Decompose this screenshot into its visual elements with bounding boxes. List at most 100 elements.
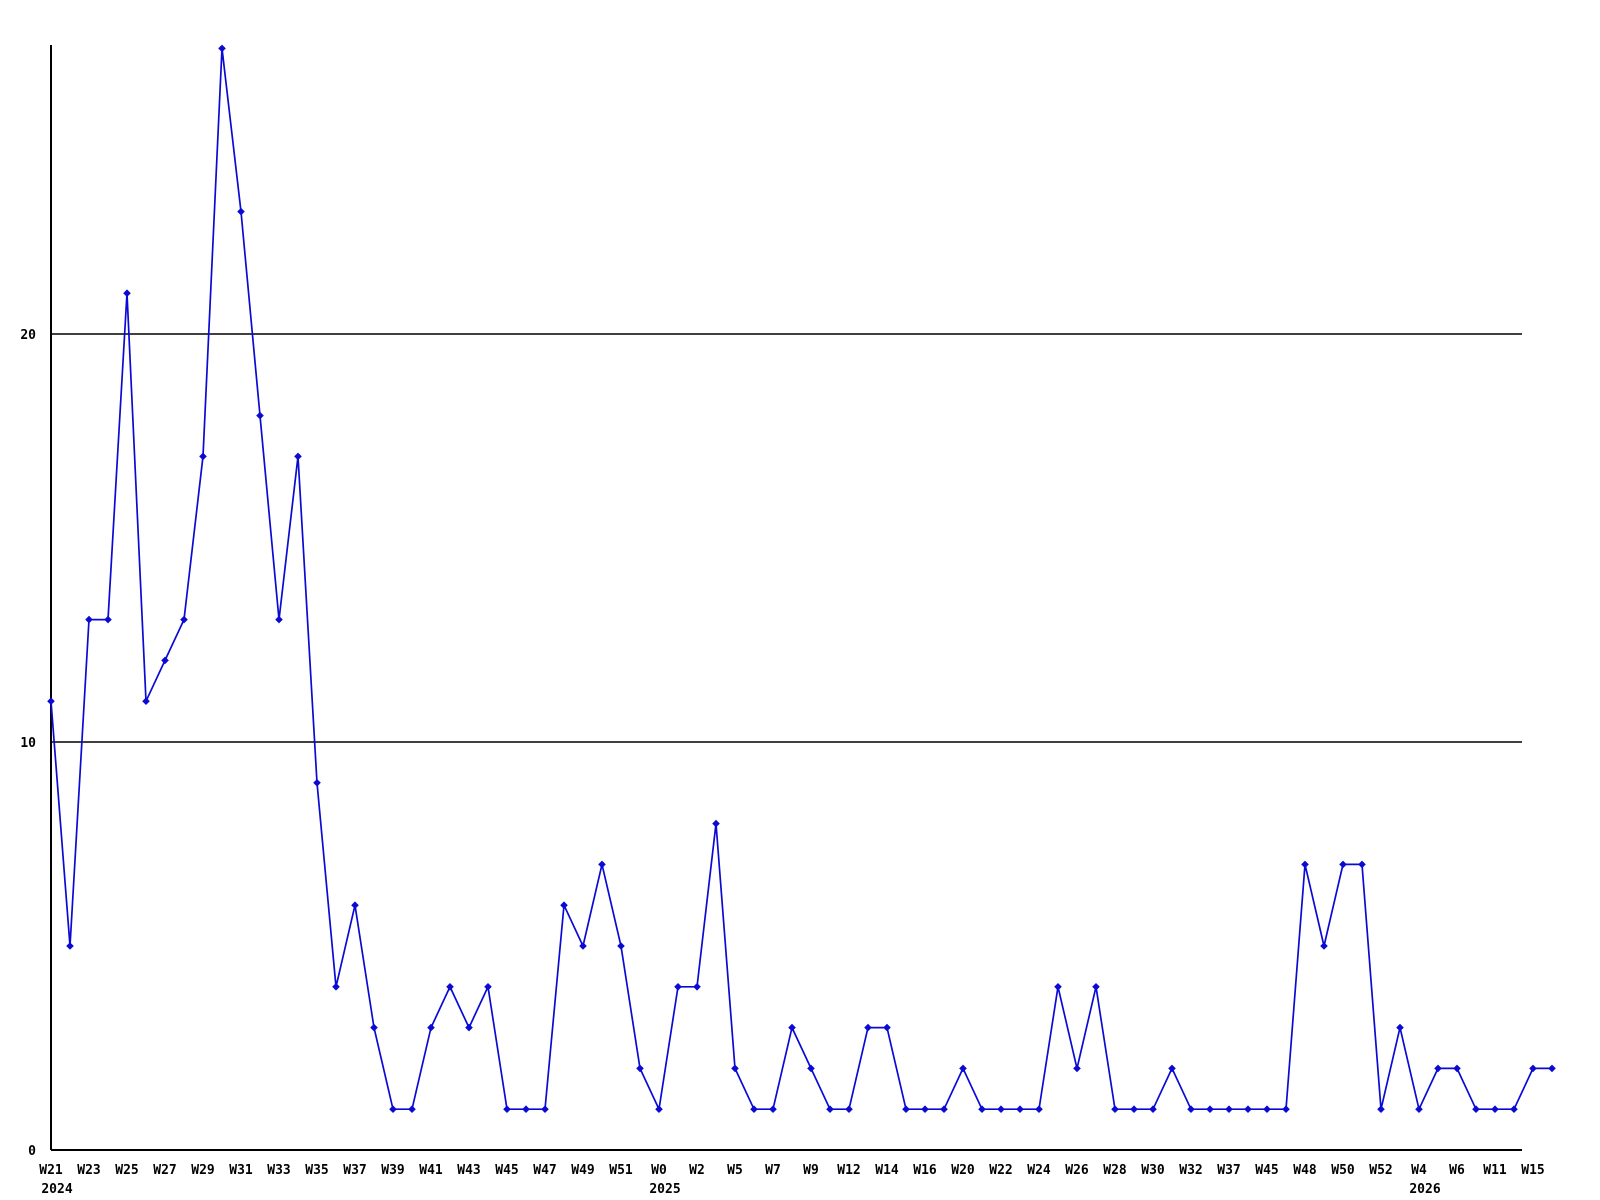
x-tick-label: W12: [837, 1163, 860, 1178]
data-point: [864, 1023, 872, 1032]
data-point: [104, 615, 112, 624]
x-tick-label: W5: [727, 1163, 743, 1178]
data-point: [351, 901, 359, 909]
data-point: [1415, 1105, 1423, 1113]
data-point: [807, 1064, 815, 1073]
data-point: [1016, 1105, 1024, 1113]
x-tick-label: W52: [1369, 1163, 1392, 1178]
data-point: [218, 44, 226, 53]
x-tick-label: W32: [1179, 1163, 1202, 1178]
data-point: [1035, 1105, 1043, 1113]
data-point: [1130, 1105, 1138, 1113]
x-tick-label: W50: [1331, 1163, 1355, 1178]
data-point: [275, 615, 283, 624]
data-point: [560, 901, 568, 909]
data-point: [1377, 1105, 1385, 1113]
data-point: [503, 1105, 511, 1113]
x-tick-label: W28: [1103, 1163, 1127, 1178]
data-point: [1206, 1105, 1214, 1113]
data-point: [522, 1105, 530, 1113]
y-tick-label: 10: [20, 736, 36, 751]
x-tick-label: W6: [1449, 1163, 1465, 1178]
data-point: [1434, 1064, 1442, 1073]
data-point: [674, 983, 682, 991]
data-line: [50, 48, 1552, 1113]
x-tick-label: W4: [1411, 1163, 1427, 1178]
x-tick-label: W11: [1483, 1163, 1507, 1178]
data-point: [66, 942, 74, 950]
data-point: [1510, 1105, 1518, 1113]
data-point: [47, 697, 55, 705]
x-tick-label: W23: [77, 1163, 100, 1178]
data-point: [997, 1105, 1005, 1113]
x-tick-label: W24: [1027, 1163, 1051, 1178]
x-tick-label: W33: [267, 1163, 290, 1178]
x-tick-label: W25: [115, 1163, 138, 1178]
year-label: 2026: [1409, 1182, 1440, 1197]
data-point: [1320, 942, 1328, 950]
x-tick-label: W45: [495, 1163, 518, 1178]
data-point: [541, 1105, 549, 1113]
data-point: [1263, 1105, 1271, 1113]
data-point: [142, 697, 150, 705]
data-point: [902, 1105, 910, 1113]
year-label: 2025: [649, 1182, 680, 1197]
data-point: [1073, 1064, 1081, 1073]
data-point: [769, 1105, 777, 1113]
y-tick-label: 20: [20, 328, 36, 343]
x-tick-label: W9: [803, 1163, 819, 1178]
data-point: [579, 942, 587, 950]
data-point: [465, 1023, 473, 1032]
data-point: [1282, 1105, 1290, 1113]
data-point: [1548, 1064, 1556, 1073]
data-point: [636, 1064, 644, 1073]
data-point: [598, 860, 606, 869]
data-point: [237, 207, 245, 216]
data-point: [446, 983, 454, 991]
data-point: [1244, 1105, 1252, 1113]
data-point: [1472, 1105, 1480, 1113]
data-point: [731, 1064, 739, 1073]
data-point: [978, 1105, 986, 1113]
data-point: [921, 1105, 929, 1113]
x-tick-label: W41: [419, 1163, 443, 1178]
x-tick-label: W15: [1521, 1163, 1544, 1178]
data-point: [1054, 983, 1062, 991]
x-tick-label: W39: [381, 1163, 404, 1178]
data-point: [484, 983, 492, 991]
data-point: [1225, 1105, 1233, 1113]
data-point: [1149, 1105, 1157, 1113]
x-tick-label: W27: [153, 1163, 176, 1178]
data-point: [1187, 1105, 1195, 1113]
x-tick-label: W30: [1141, 1163, 1165, 1178]
data-point: [826, 1105, 834, 1113]
x-tick-label: W22: [989, 1163, 1012, 1178]
data-point: [1491, 1105, 1499, 1113]
x-tick-label: W47: [533, 1163, 556, 1178]
data-point: [788, 1023, 796, 1032]
y-tick-label: 0: [28, 1144, 36, 1159]
data-point: [123, 289, 131, 297]
data-point: [199, 452, 207, 461]
data-point: [1301, 860, 1309, 869]
x-tick-label: W48: [1293, 1163, 1317, 1178]
data-point: [959, 1064, 967, 1073]
data-point: [1529, 1064, 1537, 1073]
x-tick-label: W45: [1255, 1163, 1278, 1178]
x-tick-label: W35: [305, 1163, 328, 1178]
data-point: [161, 656, 169, 665]
x-tick-label: W31: [229, 1163, 253, 1178]
data-point: [1168, 1064, 1176, 1073]
data-point: [1339, 860, 1347, 869]
x-tick-label: W2: [689, 1163, 705, 1178]
data-point: [294, 452, 302, 461]
x-tick-label: W51: [609, 1163, 633, 1178]
data-point: [883, 1023, 891, 1032]
x-tick-label: W37: [343, 1163, 366, 1178]
data-point: [940, 1105, 948, 1113]
data-point: [1092, 983, 1100, 991]
x-tick-label: W21: [39, 1163, 63, 1178]
data-point: [845, 1105, 853, 1113]
